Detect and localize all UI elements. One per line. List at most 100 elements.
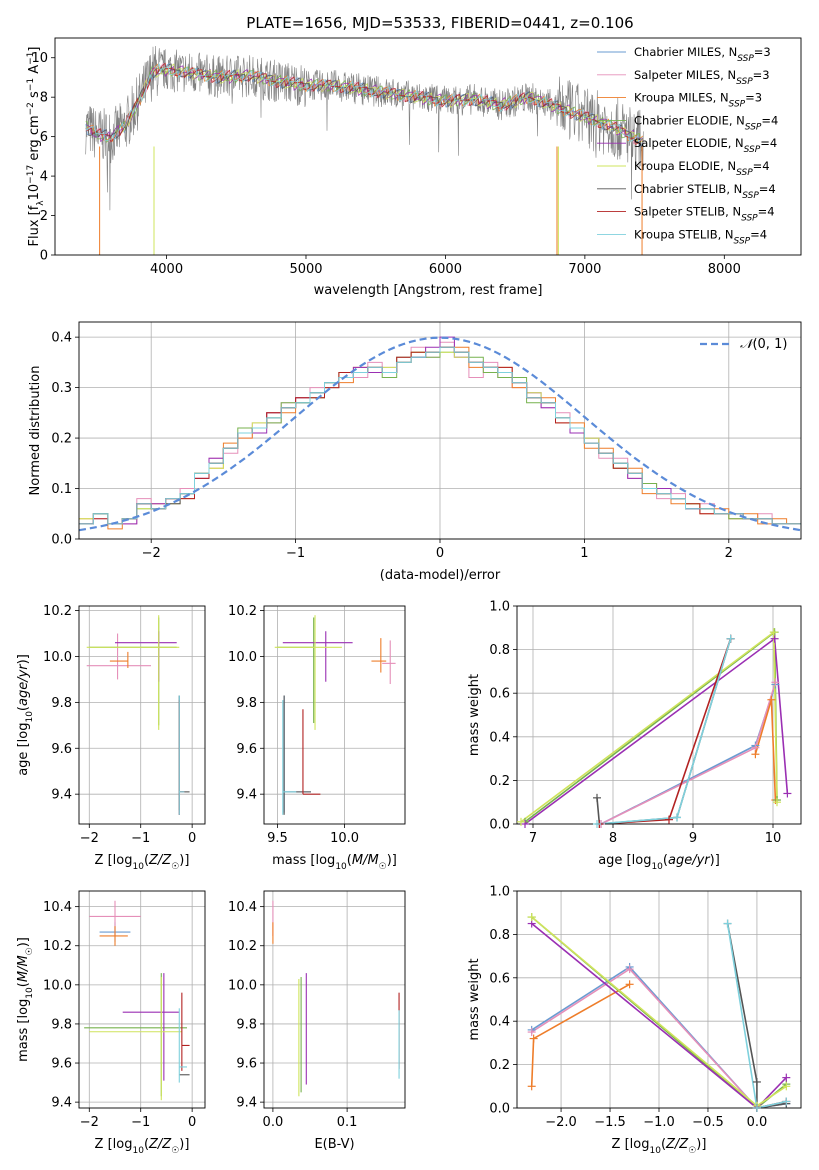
x-tick-label: 10.0 bbox=[330, 831, 359, 846]
y-tick-label: 6 bbox=[40, 130, 48, 145]
plot-area bbox=[85, 45, 644, 255]
panel-mass_vs_EBV: 0.0 0.1 9.4 9.6 9.8 10.0 10.2 10.4 E(B-V) bbox=[228, 890, 406, 1152]
errorbar-kroupa_stelib bbox=[282, 700, 297, 815]
weight-marker-kroupa_stelib bbox=[782, 1097, 791, 1106]
x-tick-label: 10 bbox=[765, 831, 782, 846]
legend-label-chabrier_elodie: Chabrier ELODIE, NSSP=4 bbox=[634, 113, 778, 132]
y-tick-label: 0.0 bbox=[489, 1102, 510, 1117]
axes-frame bbox=[54, 37, 802, 256]
y-tick-label: 9.8 bbox=[236, 696, 257, 711]
y-tick-label: 0.2 bbox=[489, 1058, 510, 1073]
y-tick-label: 9.4 bbox=[51, 1096, 72, 1111]
errorbar-chabrier_elodie bbox=[89, 617, 177, 726]
spectrum-title: PLATE=1656, MJD=53533, FIBERID=0441, z=0… bbox=[246, 14, 633, 32]
y-tick-label: 9.6 bbox=[236, 1057, 257, 1072]
y-tick-label: 10.2 bbox=[228, 939, 257, 954]
weight-marker-salpeter_elodie bbox=[783, 789, 792, 798]
y-tick-label: 9.8 bbox=[236, 1017, 257, 1032]
axes-frame bbox=[78, 321, 802, 540]
y-tick-label: 0.4 bbox=[51, 331, 72, 346]
errorbar-kroupa_stelib bbox=[178, 1008, 187, 1083]
x-tick-label: 9 bbox=[689, 831, 697, 846]
x-tick-label: 1 bbox=[580, 546, 588, 561]
y-tick-label: 9.4 bbox=[51, 788, 72, 803]
y-tick-label: 10.0 bbox=[228, 650, 257, 665]
errorbar-chabrier_elodie bbox=[84, 973, 187, 1097]
y-tick-label: 4 bbox=[40, 170, 48, 185]
y-tick-label: 0.6 bbox=[489, 687, 510, 702]
axes-frame bbox=[516, 605, 802, 825]
panel-weight_vs_age: 7 8 9 10 0.0 0.2 0.4 0.6 0.8 1.0 age [log10(age/yr… bbox=[467, 600, 802, 872]
weight-marker-salpeter_stelib bbox=[665, 815, 673, 824]
weight-marker-kroupa_elodie bbox=[769, 628, 778, 637]
x-tick-label: 0.1 bbox=[337, 1115, 358, 1130]
weight-line-chabrier_stelib bbox=[726, 923, 787, 1108]
weight-line-salpeter_miles bbox=[531, 968, 758, 1108]
y-tick-label: 10.2 bbox=[43, 939, 72, 954]
weight-line-salpeter_stelib bbox=[599, 638, 732, 824]
weight-marker-salpeter_miles bbox=[625, 965, 634, 974]
y-tick-label: 2 bbox=[40, 209, 48, 224]
plot-area bbox=[274, 615, 396, 815]
gaussian-curve bbox=[79, 336, 801, 532]
y-tick-label: 10 bbox=[31, 51, 48, 66]
errorbar-kroupa_elodie bbox=[86, 615, 180, 730]
plot-area bbox=[79, 336, 801, 532]
y-tick-label: 0.2 bbox=[489, 774, 510, 789]
panel-mass_vs_Z: −2 −1 0 9.4 9.6 9.8 10.0 10.2 10.4 Z [log10(Z/Z☉)… bbox=[16, 890, 206, 1156]
x-axis-label: Z [log10(Z/Z☉)] bbox=[612, 1137, 707, 1156]
y-axis-label: Flux [fλ10−17 erg cm−2 s−1 A−1] bbox=[26, 47, 46, 247]
x-tick-label: 0 bbox=[188, 831, 196, 846]
x-tick-label: 2 bbox=[725, 546, 733, 561]
weight-marker-kroupa_elodie bbox=[782, 1082, 791, 1091]
panel-weight_vs_Z: −2.0 −1.5 −1.0 −0.5 0.0 0.0 0.2 0.4 0.6 0.8 1.0 Z [… bbox=[467, 885, 802, 1156]
errorbar-chabrier_miles bbox=[178, 695, 185, 815]
y-tick-label: 0 bbox=[40, 249, 48, 264]
y-tick-label: 10.0 bbox=[43, 650, 72, 665]
gridlines bbox=[264, 891, 405, 1108]
errorbar-kroupa_miles bbox=[109, 651, 129, 668]
x-tick-label: −2 bbox=[142, 546, 161, 561]
weight-marker-kroupa_stelib bbox=[726, 634, 735, 643]
model-spectrum-kroupa_elodie bbox=[121, 63, 644, 143]
gridlines bbox=[264, 606, 405, 824]
gridlines bbox=[79, 606, 205, 824]
legend-label-chabrier_miles: Chabrier MILES, NSSP=3 bbox=[634, 45, 771, 64]
y-tick-label: 10.0 bbox=[43, 978, 72, 993]
weight-marker-kroupa_miles bbox=[751, 750, 760, 759]
weight-marker-chabrier_stelib bbox=[752, 1077, 761, 1086]
y-tick-label: 9.8 bbox=[51, 696, 72, 711]
model-spectrum-chabrier_stelib bbox=[85, 63, 644, 148]
weight-marker-kroupa_elodie bbox=[517, 817, 525, 826]
x-tick-label: −0.5 bbox=[692, 1115, 724, 1130]
x-tick-label: 8 bbox=[609, 831, 617, 846]
errorbar-salpeter_elodie bbox=[122, 973, 180, 1081]
weight-marker-kroupa_elodie bbox=[773, 798, 781, 807]
x-tick-label: −1 bbox=[286, 546, 305, 561]
plot-area bbox=[86, 615, 190, 815]
axes-frame bbox=[263, 605, 406, 825]
errorbar-salpeter_stelib bbox=[181, 992, 190, 1071]
errorbar-chabrier_stelib bbox=[178, 695, 190, 811]
y-tick-label: 10.4 bbox=[228, 900, 257, 915]
errorbar-salpeter_stelib bbox=[178, 700, 185, 815]
weight-marker-kroupa_miles bbox=[625, 980, 634, 989]
legend-label-kroupa_miles: Kroupa MILES, NSSP=3 bbox=[634, 91, 762, 110]
x-tick-label: 7 bbox=[529, 831, 537, 846]
gridlines bbox=[79, 891, 205, 1108]
weight-line-chabrier_miles bbox=[600, 684, 777, 824]
plot-area bbox=[272, 900, 400, 1097]
y-tick-label: 0.6 bbox=[489, 971, 510, 986]
x-tick-label: 6000 bbox=[429, 262, 462, 277]
weight-marker-kroupa_miles bbox=[527, 1082, 536, 1091]
x-tick-label: 7000 bbox=[568, 262, 601, 277]
errorbar-chabrier_stelib bbox=[283, 695, 311, 815]
x-tick-label: 4000 bbox=[150, 262, 183, 277]
y-tick-label: 10.2 bbox=[228, 604, 257, 619]
y-tick-label: 1.0 bbox=[489, 885, 510, 900]
errorbar-kroupa_elodie bbox=[274, 615, 342, 730]
errorbar-salpeter_miles bbox=[86, 633, 151, 680]
y-tick-label: 9.6 bbox=[51, 742, 72, 757]
plot-area bbox=[84, 900, 190, 1101]
